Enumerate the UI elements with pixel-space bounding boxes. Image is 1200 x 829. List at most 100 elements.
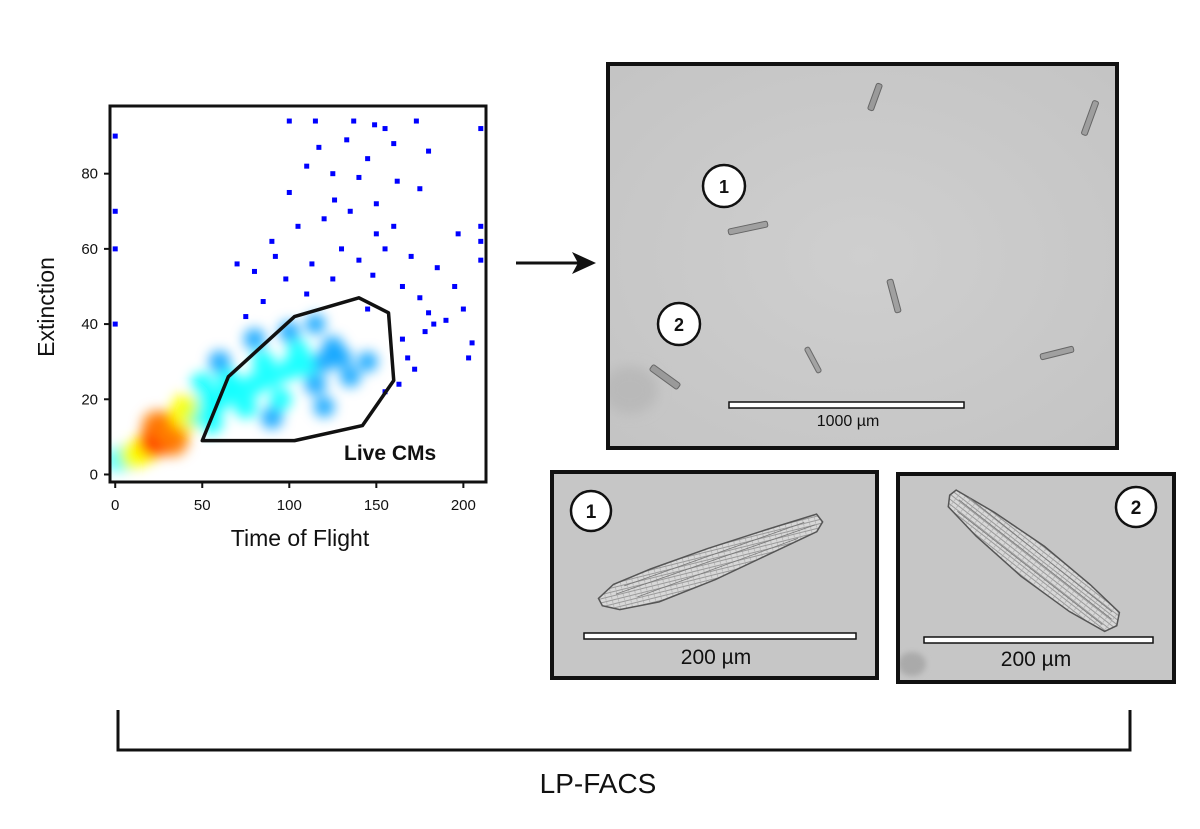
data-point [321, 216, 327, 222]
density-point [357, 351, 378, 372]
data-point [443, 317, 449, 323]
density-layer [110, 313, 378, 472]
gate-label: Live CMs [344, 442, 436, 465]
cell-outline [886, 278, 902, 314]
data-point [382, 246, 388, 252]
cell-outline [597, 513, 824, 611]
data-point [112, 133, 118, 139]
density-plot: Live CMs 0 50 100 150 200 0 20 40 60 80 Time of … [33, 104, 488, 551]
data-point [452, 283, 458, 289]
scale-bar: 200 µm [923, 636, 1154, 671]
svg-text:2: 2 [1131, 498, 1142, 519]
cell-outline [867, 82, 883, 112]
data-point [413, 118, 419, 124]
data-point [412, 366, 418, 372]
data-point [339, 246, 345, 252]
x-tick-label: 50 [194, 497, 211, 514]
data-point [312, 118, 318, 124]
data-point [356, 174, 362, 180]
data-point [286, 189, 292, 195]
x-tick-label: 0 [111, 497, 119, 514]
density-cloud [110, 313, 378, 472]
x-axis-title: Time of Flight [231, 525, 370, 551]
data-point [478, 238, 484, 244]
cell-outline [804, 346, 822, 374]
density-point [251, 350, 275, 374]
svg-text:1000 µm: 1000 µm [817, 413, 880, 430]
marker-2: 2 [1114, 485, 1158, 529]
marker-1: 1 [569, 489, 613, 533]
x-tick-label: 150 [364, 497, 389, 514]
data-point [295, 223, 301, 229]
data-point [283, 276, 289, 282]
density-point [339, 366, 361, 388]
data-point [243, 314, 249, 320]
cell-outline [1081, 100, 1099, 136]
data-point [478, 223, 484, 229]
data-point [373, 231, 379, 237]
svg-text:200 µm: 200 µm [681, 646, 751, 669]
data-point [112, 321, 118, 327]
data-point [372, 122, 378, 128]
data-point [351, 118, 357, 124]
data-point [394, 178, 400, 184]
live-cm-gate [200, 296, 396, 443]
data-point [365, 306, 371, 312]
data-point [478, 257, 484, 263]
data-point [234, 261, 240, 267]
data-point [417, 186, 423, 192]
density-point [286, 339, 310, 362]
data-point [316, 144, 322, 150]
data-point [330, 276, 336, 282]
data-point [330, 171, 336, 177]
data-point [391, 223, 397, 229]
y-axis-title: Extinction [33, 257, 59, 357]
data-point [469, 340, 475, 346]
data-point [112, 208, 118, 214]
y-tick-label: 20 [81, 391, 98, 408]
density-point [260, 407, 283, 430]
data-point [304, 291, 310, 297]
data-point [396, 381, 402, 387]
data-point [460, 306, 466, 312]
marker-1: 1 [701, 163, 747, 209]
bracket: LP-FACS [116, 710, 1132, 799]
data-point [405, 355, 411, 361]
cell-outline [649, 364, 681, 390]
plot-frame [108, 104, 488, 484]
data-point [269, 238, 275, 244]
data-point [426, 310, 432, 316]
density-point [278, 321, 300, 343]
svg-text:2: 2 [674, 315, 684, 335]
density-point [277, 357, 301, 381]
data-point [309, 261, 315, 267]
data-point [373, 201, 379, 207]
bracket-label: LP-FACS [540, 768, 657, 799]
x-axis-ticks: 0 50 100 150 200 [111, 482, 476, 514]
density-point [171, 393, 199, 421]
data-point [417, 295, 423, 301]
svg-text:1: 1 [719, 177, 729, 197]
cell-outline [727, 220, 769, 236]
data-point [422, 329, 428, 335]
data-point [434, 265, 440, 271]
data-point [344, 137, 350, 143]
density-point [313, 396, 335, 418]
x-tick-label: 100 [277, 497, 302, 514]
marker-2: 2 [656, 301, 702, 347]
micrograph-cell-2-frame [896, 472, 1176, 684]
density-point [156, 424, 189, 457]
data-point [431, 321, 437, 327]
data-point [286, 118, 292, 124]
density-point [322, 335, 344, 358]
data-point [332, 197, 338, 203]
density-point [208, 350, 231, 373]
density-point [243, 328, 266, 350]
data-point [399, 283, 405, 289]
data-point [466, 355, 472, 361]
data-point [382, 126, 388, 132]
data-point [304, 163, 310, 169]
data-point [391, 141, 397, 147]
y-axis-ticks: 0 20 40 60 80 [81, 166, 110, 483]
